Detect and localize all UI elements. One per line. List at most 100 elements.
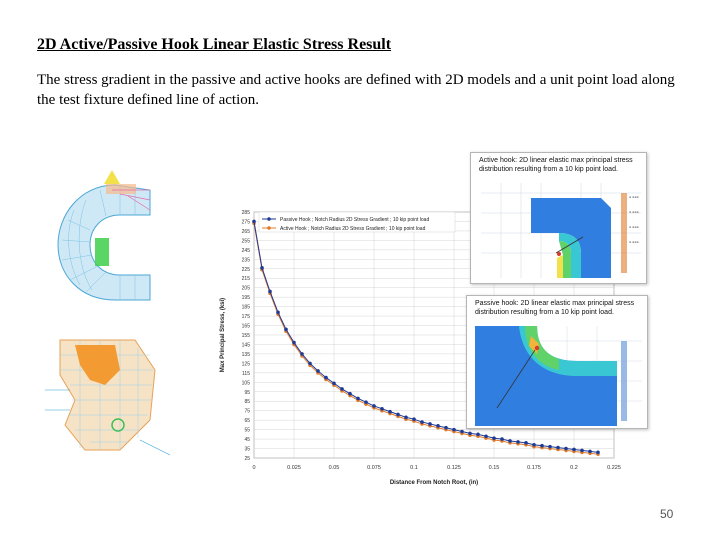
active-hook-caption: Active hook: 2D linear elastic max princ… xyxy=(479,157,633,173)
y-tick-label: 85 xyxy=(244,399,250,405)
legend-swatch-marker xyxy=(267,226,271,230)
passive-hook-contour-image xyxy=(475,326,642,426)
legend-entry: Passive Hook ; Notch Radius 2D Stress Gr… xyxy=(280,217,429,223)
series-point xyxy=(548,444,552,449)
slide-title: 2D Active/Passive Hook Linear Elastic St… xyxy=(37,36,392,53)
series-point xyxy=(348,391,352,396)
series-point xyxy=(516,440,520,444)
y-tick-label: 65 xyxy=(244,418,250,424)
slide-body-text: The stress gradient in the passive and a… xyxy=(37,72,675,108)
series-point xyxy=(300,352,304,356)
x-axis-label: Distance From Notch Root, (in) xyxy=(390,480,478,486)
y-tick-label: 105 xyxy=(242,380,251,386)
x-tick-label: 0.2 xyxy=(570,465,578,471)
y-tick-label: 55 xyxy=(244,428,250,434)
series-point xyxy=(588,449,592,454)
x-tick-label: 0 xyxy=(252,465,255,471)
x-tick-label: 0.075 xyxy=(367,465,381,471)
series-point xyxy=(356,396,360,401)
y-tick-label: 95 xyxy=(244,390,250,396)
y-tick-label: 125 xyxy=(242,361,251,367)
series-point xyxy=(436,424,440,428)
series-point xyxy=(572,447,576,452)
y-tick-label: 215 xyxy=(242,276,251,282)
series-point xyxy=(460,429,464,434)
series-point xyxy=(428,422,432,426)
y-tick-label: 285 xyxy=(242,210,251,216)
y-tick-label: 185 xyxy=(242,305,251,311)
y-tick-label: 195 xyxy=(242,295,251,301)
passive-hook-inset: Passive hook: 2D linear elastic max prin… xyxy=(466,295,648,429)
series-point xyxy=(332,381,336,386)
y-tick-label: 255 xyxy=(242,238,251,244)
series-point xyxy=(260,266,264,270)
y-tick-label: 25 xyxy=(244,456,250,462)
series-point xyxy=(508,439,512,443)
series-point xyxy=(316,369,320,373)
svg-text:▪ ▪▪▪: ▪ ▪▪▪ xyxy=(629,195,639,199)
series-point xyxy=(364,400,368,404)
series-point xyxy=(468,431,472,436)
x-tick-label: 0.125 xyxy=(447,465,461,471)
legend-entry: Active Hook ; Notch Radius 2D Stress Gra… xyxy=(280,226,426,232)
series-point xyxy=(284,327,288,332)
series-point xyxy=(524,441,528,445)
x-tick-label: 0.175 xyxy=(527,465,541,471)
x-tick-label: 0.05 xyxy=(329,465,340,471)
series-point xyxy=(252,219,256,224)
series-point xyxy=(340,387,344,391)
svg-text:▪ ▪▪▪: ▪ ▪▪▪ xyxy=(629,210,639,214)
y-tick-label: 205 xyxy=(242,286,251,292)
series-point xyxy=(308,361,312,366)
series-point xyxy=(268,289,272,294)
fea-mesh-images xyxy=(45,170,171,456)
x-tick-label: 0.225 xyxy=(607,465,621,471)
x-tick-label: 0.1 xyxy=(410,465,418,471)
y-tick-label: 245 xyxy=(242,248,251,254)
y-tick-label: 165 xyxy=(242,324,251,330)
page-number: 50 xyxy=(660,507,674,521)
y-axis-label: Max Principal Stress, (ksi) xyxy=(220,298,226,372)
series-point xyxy=(396,412,400,417)
y-tick-label: 35 xyxy=(244,447,250,453)
series-point xyxy=(380,407,384,411)
series-point xyxy=(596,450,600,455)
series-point xyxy=(276,310,280,315)
series-point xyxy=(292,340,296,345)
legend-swatch-marker xyxy=(267,217,271,221)
y-tick-label: 155 xyxy=(242,333,251,339)
series-point xyxy=(452,427,456,432)
y-tick-label: 265 xyxy=(242,229,251,235)
series-point xyxy=(540,443,544,448)
active-hook-contour-image: ▪ ▪▪▪ ▪ ▪▪▪ ▪ ▪▪▪ ▪ ▪▪▪ xyxy=(481,183,641,278)
series-point xyxy=(412,417,416,422)
series-point xyxy=(404,415,408,420)
active-hook-mesh-image xyxy=(57,170,151,301)
passive-hook-mesh-image xyxy=(45,339,171,456)
x-tick-label: 0.025 xyxy=(287,465,301,471)
y-tick-label: 135 xyxy=(242,352,251,358)
series-point xyxy=(484,434,488,439)
y-tick-label: 235 xyxy=(242,257,251,263)
series-point xyxy=(444,425,448,430)
series-point xyxy=(420,420,424,424)
y-tick-label: 45 xyxy=(244,437,250,443)
y-tick-label: 75 xyxy=(244,409,250,415)
series-point xyxy=(492,436,496,440)
y-tick-label: 225 xyxy=(242,267,251,273)
passive-hook-caption: Passive hook: 2D linear elastic max prin… xyxy=(475,300,635,316)
y-tick-label: 275 xyxy=(242,219,251,225)
series-point xyxy=(372,404,376,408)
series-point xyxy=(580,448,584,453)
series-point xyxy=(500,437,504,441)
series-point xyxy=(556,445,560,450)
series-point xyxy=(476,432,480,437)
series-point xyxy=(388,409,392,414)
y-tick-label: 175 xyxy=(242,314,251,320)
series-point xyxy=(532,442,536,447)
active-hook-inset: ▪ ▪▪▪ ▪ ▪▪▪ ▪ ▪▪▪ ▪ ▪▪▪ Active hook: 2D lin… xyxy=(470,152,647,284)
legend-box xyxy=(258,211,456,233)
y-tick-label: 145 xyxy=(242,342,251,348)
x-tick-label: 0.15 xyxy=(489,465,500,471)
svg-text:▪ ▪▪▪: ▪ ▪▪▪ xyxy=(629,225,639,229)
